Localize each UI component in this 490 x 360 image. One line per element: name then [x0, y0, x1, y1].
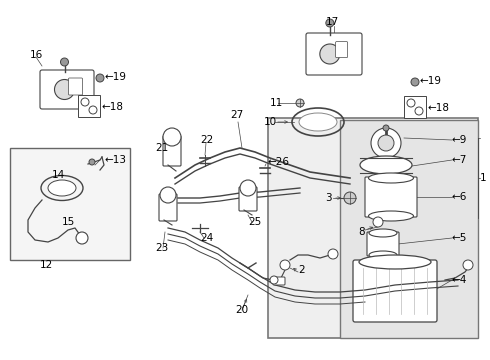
Ellipse shape	[368, 211, 414, 221]
FancyBboxPatch shape	[40, 70, 94, 109]
Text: ←13: ←13	[104, 155, 126, 165]
Circle shape	[54, 80, 74, 99]
FancyBboxPatch shape	[239, 187, 257, 211]
Circle shape	[373, 217, 383, 227]
Circle shape	[383, 125, 389, 131]
Circle shape	[326, 19, 334, 27]
Text: 20: 20	[235, 305, 248, 315]
Ellipse shape	[369, 229, 397, 237]
Ellipse shape	[360, 156, 412, 174]
Text: ←18: ←18	[427, 103, 449, 113]
Circle shape	[76, 232, 88, 244]
Ellipse shape	[359, 255, 431, 269]
Bar	[404, 96, 426, 118]
Circle shape	[320, 44, 340, 64]
Circle shape	[344, 192, 356, 204]
Text: ←6: ←6	[452, 192, 467, 202]
Text: 10: 10	[264, 117, 277, 127]
Circle shape	[89, 159, 95, 165]
Ellipse shape	[369, 251, 397, 259]
Circle shape	[270, 276, 278, 284]
FancyBboxPatch shape	[163, 136, 181, 166]
Text: ←4: ←4	[452, 275, 467, 285]
Ellipse shape	[48, 180, 76, 196]
Text: 1: 1	[480, 173, 487, 183]
Circle shape	[163, 128, 181, 146]
Text: 11: 11	[270, 98, 283, 108]
Circle shape	[296, 99, 304, 107]
FancyBboxPatch shape	[273, 277, 285, 285]
FancyBboxPatch shape	[159, 194, 177, 221]
Circle shape	[60, 58, 69, 66]
FancyBboxPatch shape	[353, 260, 437, 322]
Bar	[340, 120, 478, 338]
Bar	[78, 95, 100, 117]
Text: 14: 14	[52, 170, 65, 180]
FancyBboxPatch shape	[365, 177, 417, 217]
Circle shape	[378, 135, 394, 151]
Circle shape	[280, 260, 290, 270]
Circle shape	[160, 187, 176, 203]
Ellipse shape	[299, 113, 337, 131]
Text: 8: 8	[358, 227, 365, 237]
Text: ←19: ←19	[104, 72, 126, 82]
Text: 12: 12	[40, 260, 53, 270]
Text: ←7: ←7	[452, 155, 467, 165]
Text: 24: 24	[200, 233, 213, 243]
Text: ←5: ←5	[452, 233, 467, 243]
Text: 17: 17	[326, 17, 339, 27]
Text: 3: 3	[325, 193, 332, 203]
Circle shape	[328, 249, 338, 259]
Circle shape	[411, 78, 419, 86]
Circle shape	[96, 74, 104, 82]
FancyBboxPatch shape	[367, 232, 399, 256]
Bar	[10, 148, 130, 260]
Text: 22: 22	[200, 135, 213, 145]
Text: 25: 25	[248, 217, 261, 227]
Bar	[268, 118, 478, 338]
Text: 23: 23	[155, 243, 168, 253]
Text: 21: 21	[155, 143, 168, 153]
Text: 27: 27	[230, 110, 243, 120]
Ellipse shape	[368, 173, 414, 183]
Circle shape	[463, 260, 473, 270]
FancyBboxPatch shape	[336, 42, 347, 58]
Text: 16: 16	[30, 50, 43, 60]
Circle shape	[240, 180, 256, 196]
Text: 15: 15	[62, 217, 75, 227]
FancyBboxPatch shape	[69, 78, 82, 95]
Text: ←18: ←18	[101, 102, 123, 112]
Circle shape	[371, 128, 401, 158]
Text: ←26: ←26	[268, 157, 290, 167]
Text: 2: 2	[298, 265, 305, 275]
FancyBboxPatch shape	[306, 33, 362, 75]
Text: ←19: ←19	[420, 76, 442, 86]
Text: ←9: ←9	[452, 135, 467, 145]
